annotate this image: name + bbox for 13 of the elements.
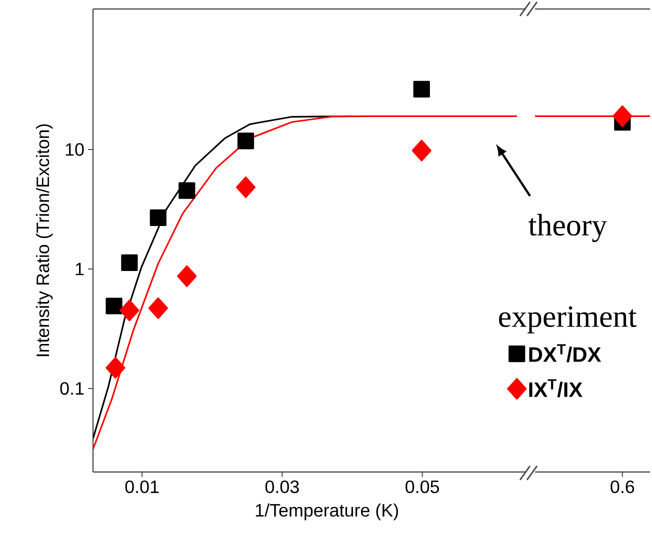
legend-title: experiment bbox=[499, 306, 637, 334]
legend-label: IX$^{T}$/IX bbox=[529, 379, 582, 398]
x-axis-title: 1/Temperature (K) bbox=[256, 504, 398, 520]
annotation: theory bbox=[528, 214, 607, 242]
x-tick-label: 0.6 bbox=[610, 480, 634, 494]
y-tick-label: 0.1 bbox=[60, 382, 84, 395]
x-tick-label: 0.05 bbox=[406, 480, 440, 494]
y-tick-label: 10 bbox=[66, 143, 84, 156]
y-axis-title: Intensity Ratio (Trion/Exciton) bbox=[36, 124, 53, 356]
y-tick-label: 1 bbox=[76, 262, 84, 276]
x-tick-label: 0.01 bbox=[125, 480, 159, 494]
legend-label: DX$^{T}$/DX bbox=[529, 344, 602, 362]
x-tick-label: 0.03 bbox=[265, 480, 299, 494]
